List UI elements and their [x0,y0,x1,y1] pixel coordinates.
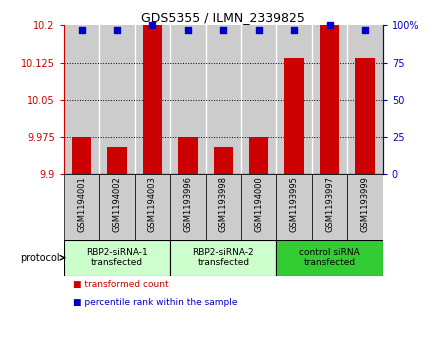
Bar [170,174,205,240]
Point [184,27,191,33]
Bar [64,240,170,276]
Point [78,27,85,33]
Text: GSM1193998: GSM1193998 [219,176,228,232]
Bar [320,25,339,174]
Bar [356,58,375,174]
Point [220,27,227,33]
Text: RBP2-siRNA-2
transfected: RBP2-siRNA-2 transfected [192,248,254,268]
Bar [312,174,347,240]
Bar [135,174,170,240]
Bar [347,174,383,240]
Point [255,27,262,33]
Text: GSM1194000: GSM1194000 [254,176,263,232]
Point [362,27,369,33]
Bar [205,174,241,240]
Bar [213,147,233,174]
Bar [284,58,304,174]
Text: ■ percentile rank within the sample: ■ percentile rank within the sample [73,298,237,307]
Text: RBP2-siRNA-1
transfected: RBP2-siRNA-1 transfected [86,248,148,268]
Bar [143,25,162,174]
Text: GSM1193996: GSM1193996 [183,176,192,232]
Text: GSM1194002: GSM1194002 [113,176,121,232]
Bar [276,240,383,276]
Text: GSM1193997: GSM1193997 [325,176,334,232]
Bar [170,240,276,276]
Text: ■ transformed count: ■ transformed count [73,280,168,289]
Text: GSM1194001: GSM1194001 [77,176,86,232]
Point [114,27,121,33]
Point [291,27,298,33]
Point [326,23,333,28]
Bar [64,174,99,240]
Text: control siRNA
transfected: control siRNA transfected [299,248,360,268]
Bar [72,137,91,174]
Bar [99,174,135,240]
Text: protocol: protocol [20,253,59,263]
Text: GSM1193995: GSM1193995 [290,176,299,232]
Bar [276,174,312,240]
Text: GSM1193999: GSM1193999 [360,176,370,232]
Bar [249,137,268,174]
Text: GSM1194003: GSM1194003 [148,176,157,232]
Bar [241,174,276,240]
Bar [178,137,198,174]
Title: GDS5355 / ILMN_2339825: GDS5355 / ILMN_2339825 [141,11,305,24]
Bar [107,147,127,174]
Point [149,23,156,28]
